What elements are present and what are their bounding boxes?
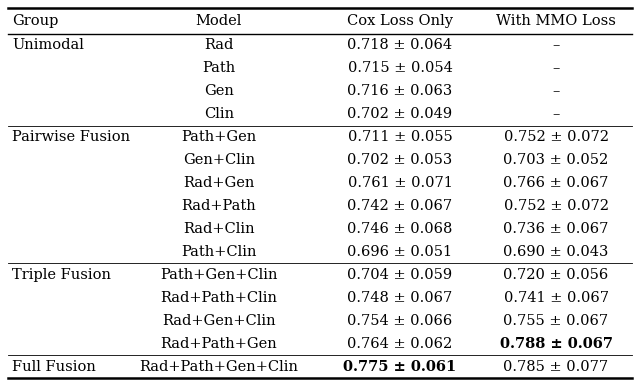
Text: Unimodal: Unimodal (12, 39, 84, 52)
Text: 0.702 ± 0.049: 0.702 ± 0.049 (348, 107, 452, 121)
Text: 0.703 ± 0.052: 0.703 ± 0.052 (504, 153, 609, 167)
Text: 0.690 ± 0.043: 0.690 ± 0.043 (503, 245, 609, 259)
Text: 0.755 ± 0.067: 0.755 ± 0.067 (504, 314, 609, 328)
Text: Gen: Gen (204, 84, 234, 98)
Text: With MMO Loss: With MMO Loss (496, 14, 616, 28)
Text: Rad+Path+Gen: Rad+Path+Gen (161, 337, 277, 350)
Text: 0.711 ± 0.055: 0.711 ± 0.055 (348, 130, 452, 144)
Text: Rad+Path+Gen+Clin: Rad+Path+Gen+Clin (140, 359, 298, 374)
Text: 0.736 ± 0.067: 0.736 ± 0.067 (503, 222, 609, 236)
Text: –: – (552, 61, 560, 75)
Text: Rad+Gen+Clin: Rad+Gen+Clin (162, 314, 276, 328)
Text: –: – (552, 84, 560, 98)
Text: 0.715 ± 0.054: 0.715 ± 0.054 (348, 61, 452, 75)
Text: 0.764 ± 0.062: 0.764 ± 0.062 (348, 337, 452, 350)
Text: Rad+Path: Rad+Path (182, 199, 257, 213)
Text: –: – (552, 107, 560, 121)
Text: 0.785 ± 0.077: 0.785 ± 0.077 (504, 359, 609, 374)
Text: Path+Gen+Clin: Path+Gen+Clin (160, 268, 278, 282)
Text: Gen+Clin: Gen+Clin (183, 153, 255, 167)
Text: Rad+Path+Clin: Rad+Path+Clin (161, 291, 278, 305)
Text: 0.788 ± 0.067: 0.788 ± 0.067 (499, 337, 612, 350)
Text: 0.702 ± 0.053: 0.702 ± 0.053 (348, 153, 452, 167)
Text: Path+Gen: Path+Gen (181, 130, 257, 144)
Text: 0.742 ± 0.067: 0.742 ± 0.067 (348, 199, 452, 213)
Text: 0.696 ± 0.051: 0.696 ± 0.051 (348, 245, 452, 259)
Text: Path: Path (202, 61, 236, 75)
Text: –: – (552, 39, 560, 52)
Text: Triple Fusion: Triple Fusion (12, 268, 111, 282)
Text: 0.775 ± 0.061: 0.775 ± 0.061 (344, 359, 456, 374)
Text: Path+Clin: Path+Clin (181, 245, 257, 259)
Text: 0.718 ± 0.064: 0.718 ± 0.064 (348, 39, 452, 52)
Text: Cox Loss Only: Cox Loss Only (347, 14, 453, 28)
Text: Model: Model (196, 14, 242, 28)
Text: 0.746 ± 0.068: 0.746 ± 0.068 (348, 222, 452, 236)
Text: 0.741 ± 0.067: 0.741 ± 0.067 (504, 291, 609, 305)
Text: Group: Group (12, 14, 58, 28)
Text: Rad+Gen: Rad+Gen (183, 176, 255, 190)
Text: 0.752 ± 0.072: 0.752 ± 0.072 (504, 130, 609, 144)
Text: 0.754 ± 0.066: 0.754 ± 0.066 (348, 314, 452, 328)
Text: Clin: Clin (204, 107, 234, 121)
Text: 0.761 ± 0.071: 0.761 ± 0.071 (348, 176, 452, 190)
Text: Rad: Rad (204, 39, 234, 52)
Text: 0.766 ± 0.067: 0.766 ± 0.067 (503, 176, 609, 190)
Text: Rad+Clin: Rad+Clin (183, 222, 255, 236)
Text: 0.704 ± 0.059: 0.704 ± 0.059 (348, 268, 452, 282)
Text: Pairwise Fusion: Pairwise Fusion (12, 130, 130, 144)
Text: 0.716 ± 0.063: 0.716 ± 0.063 (348, 84, 452, 98)
Text: 0.752 ± 0.072: 0.752 ± 0.072 (504, 199, 609, 213)
Text: 0.720 ± 0.056: 0.720 ± 0.056 (504, 268, 609, 282)
Text: 0.748 ± 0.067: 0.748 ± 0.067 (348, 291, 452, 305)
Text: Full Fusion: Full Fusion (12, 359, 96, 374)
